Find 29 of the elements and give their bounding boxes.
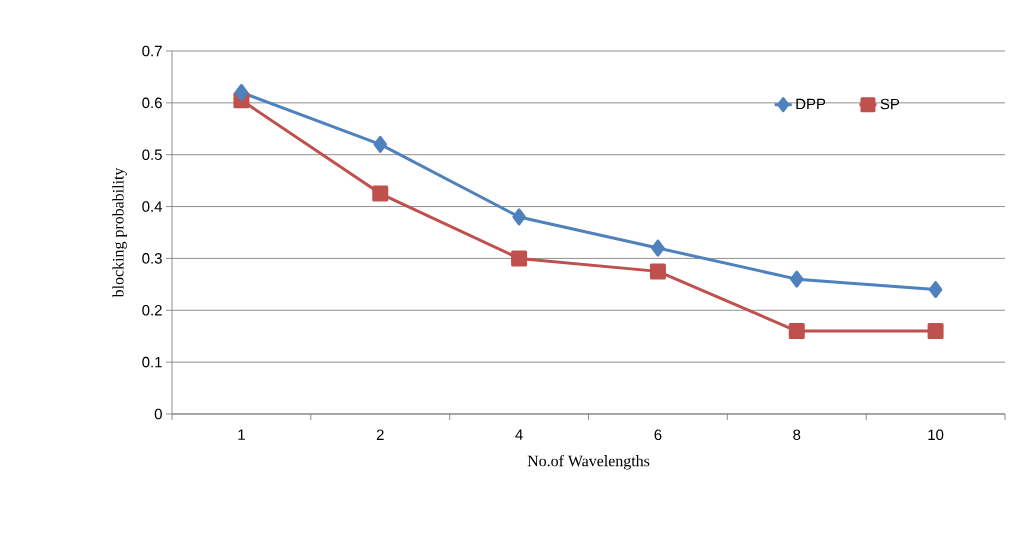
point xyxy=(651,239,665,257)
point xyxy=(372,185,389,202)
point xyxy=(790,270,804,288)
point xyxy=(927,323,944,340)
point xyxy=(788,323,805,340)
legend-label: DPP xyxy=(796,98,826,110)
x-tick-label: 8 xyxy=(793,429,801,441)
legend-label: SP xyxy=(880,98,900,110)
x-tick-label: 1 xyxy=(238,429,245,440)
y-tick-label: 0 xyxy=(154,408,162,420)
y-tick-label: 0.6 xyxy=(142,97,162,109)
y-tick-label: 0.4 xyxy=(142,201,163,212)
x-tick-label: 4 xyxy=(515,429,523,440)
y-tick-label: 0.1 xyxy=(142,356,162,368)
y-tick-label: 0.2 xyxy=(142,304,162,316)
point xyxy=(649,263,666,280)
y-tick-label: 0.5 xyxy=(142,149,162,160)
point xyxy=(512,208,526,226)
x-tick-label: 10 xyxy=(928,429,944,441)
x-tick-label: 2 xyxy=(376,429,384,440)
point xyxy=(373,135,388,153)
y-tick-label: 0.7 xyxy=(142,45,162,57)
y-axis-title: blocking probability xyxy=(112,167,127,298)
point xyxy=(928,281,943,299)
point xyxy=(511,250,528,267)
x-tick-label: 6 xyxy=(654,429,662,441)
point xyxy=(234,83,249,101)
y-tick-label: 0.3 xyxy=(142,253,162,264)
x-axis-title: No.of Wavelengths xyxy=(527,454,650,470)
